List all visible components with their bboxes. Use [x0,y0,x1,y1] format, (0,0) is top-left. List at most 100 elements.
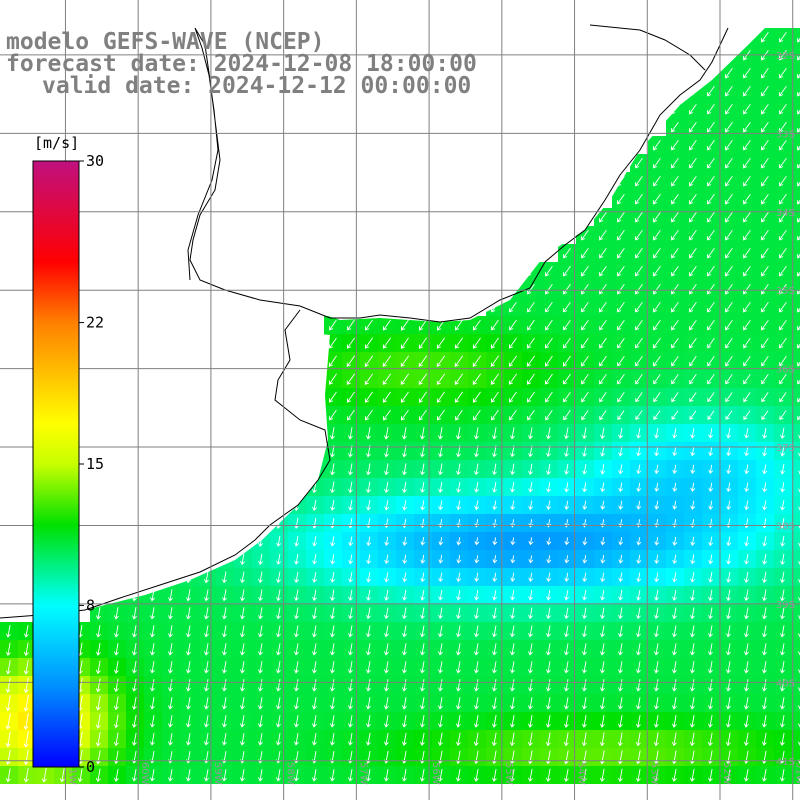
wind-arrow [780,500,786,511]
wind-arrow [798,615,800,620]
wind-arrow [725,229,733,241]
wind-arrow [689,175,697,187]
wind-arrow [365,715,371,728]
wind-arrow [672,625,677,638]
latitude-label: 33S [776,129,795,140]
wind-arrow [779,121,787,133]
wind-arrow [761,319,769,331]
wind-cell [792,766,800,784]
wind-arrow [545,265,553,277]
wind-arrow [707,157,715,169]
wind-arrow [672,572,678,583]
wind-arrow [311,733,317,746]
wind-arrow [23,660,29,675]
wind-arrow [330,607,335,620]
wind-arrow [744,571,750,583]
wind-arrow [311,769,317,782]
wind-arrow [275,679,281,692]
wind-cell [792,136,800,154]
wind-arrow [294,607,299,620]
wind-arrow [365,732,371,746]
wind-arrow [456,572,462,583]
wind-arrow [636,572,642,583]
wind-arrow [185,733,191,746]
wind-cell [792,604,800,622]
wind-arrow [473,679,479,692]
wind-arrow [761,31,769,43]
wind-arrow [222,607,227,620]
wind-arrow [328,355,337,367]
wind-arrow [689,211,697,223]
wind-arrow [528,463,534,475]
wind-arrow [689,732,695,747]
wind-arrow [599,410,607,421]
wind-arrow [364,373,374,385]
wind-arrow [617,301,625,313]
wind-arrow [672,500,678,510]
wind-arrow [743,392,751,403]
wind-arrow [5,642,11,656]
wind-arrow [708,482,714,492]
wind-arrow [708,571,714,583]
wind-arrow [546,427,551,440]
wind-arrow [761,247,769,259]
wind-arrow [671,211,679,223]
wind-arrow [131,625,137,638]
wind-arrow [383,769,389,782]
wind-cell [792,532,800,550]
wind-arrow [401,661,407,674]
wind-arrow [582,607,588,620]
wind-arrow [455,319,463,331]
wind-arrow [707,392,715,403]
wind-arrow [653,175,661,187]
wind-arrow [581,265,589,277]
wind-arrow [725,103,733,115]
wind-arrow [600,555,606,564]
wind-arrow [762,589,767,602]
wind-arrow [599,661,605,674]
wind-arrow [600,572,606,583]
wind-arrow [689,643,695,656]
wind-arrow [581,410,589,421]
wind-arrow [707,211,715,223]
wind-arrow [346,373,356,385]
wind-arrow [528,482,534,493]
wind-arrow [581,750,587,765]
wind-arrow [221,769,227,782]
wind-arrow [420,589,426,601]
wind-arrow [564,482,570,493]
wind-arrow [635,247,643,259]
wind-arrow [581,229,589,241]
wind-cell [792,244,800,262]
wind-arrow [671,768,677,782]
wind-cell [792,208,800,226]
wind-arrow [239,625,245,638]
wind-arrow [419,732,425,746]
wind-arrow [581,301,589,313]
wind-arrow [600,482,606,493]
wind-arrow [348,589,354,601]
wind-arrow [744,607,749,620]
wind-arrow [240,589,245,602]
wind-arrow [761,301,769,313]
wind-arrow [275,769,281,782]
wind-arrow [545,391,553,403]
wind-arrow [527,319,535,331]
wind-arrow [473,409,481,421]
wind-arrow [383,732,389,746]
wind-arrow [654,589,660,601]
wind-arrow [384,500,390,511]
wind-arrow [671,697,677,710]
wind-arrow [779,139,787,151]
wind-arrow [185,697,191,710]
wind-arrow [671,410,679,420]
wind-arrow [779,319,787,331]
wind-arrow [240,571,245,584]
wind-arrow [131,696,137,710]
wind-arrow [510,625,515,638]
wind-arrow [653,157,661,169]
wind-arrow [456,537,462,546]
wind-arrow [221,625,227,638]
wind-arrow [582,482,588,493]
wind-arrow [798,542,800,547]
